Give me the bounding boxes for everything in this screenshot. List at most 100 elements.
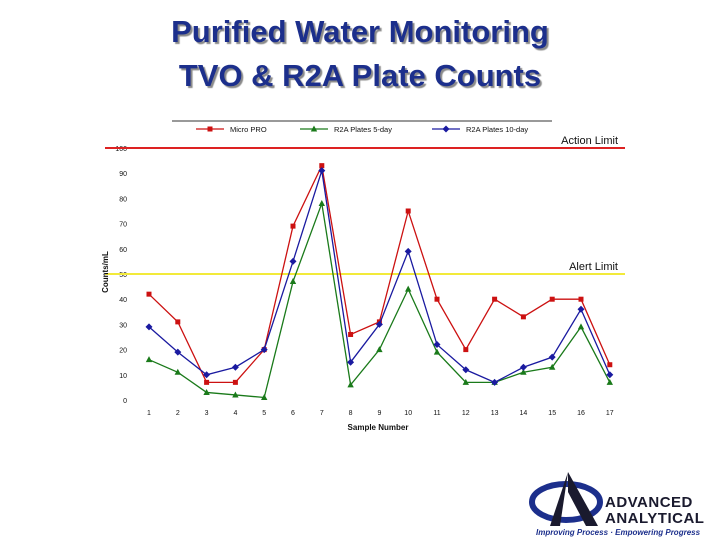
data-point <box>492 296 498 302</box>
x-tick-label: 11 <box>433 410 440 417</box>
data-point <box>260 346 268 354</box>
data-point <box>607 362 613 368</box>
data-point <box>549 296 555 302</box>
data-point <box>442 125 450 133</box>
legend-label: Micro PRO <box>230 125 267 134</box>
series-r2a-plates-5-day <box>145 199 613 400</box>
y-tick-label: 20 <box>119 348 127 355</box>
data-point <box>405 208 411 214</box>
data-point <box>375 320 383 328</box>
series-r2a-plates-10-day <box>145 167 614 386</box>
y-axis-label: Counts/mL <box>101 251 110 293</box>
y-tick-label: 50 <box>119 272 127 279</box>
x-tick-label: 1 <box>147 410 151 417</box>
y-tick-label: 100 <box>115 146 127 153</box>
y-tick-label: 0 <box>123 398 127 405</box>
limit-lines-layer: Action Limit Alert Limit <box>105 135 625 275</box>
advanced-analytical-logo: ADVANCED ANALYTICAL Improving Process · … <box>528 468 718 538</box>
data-point <box>318 167 326 175</box>
series-line <box>148 200 611 399</box>
x-tick-label: 8 <box>349 410 353 417</box>
data-point <box>310 125 318 132</box>
data-point <box>376 346 383 353</box>
data-point <box>145 323 153 331</box>
logo-name-line1: ADVANCED <box>605 494 693 511</box>
y-tick-label: 30 <box>119 322 127 329</box>
data-point <box>319 163 325 169</box>
logo-swoosh-icon <box>529 472 603 526</box>
data-point <box>433 341 441 349</box>
data-point <box>145 356 153 363</box>
data-point <box>175 319 181 325</box>
x-tick-label: 6 <box>291 410 295 417</box>
x-tick-label: 9 <box>377 410 381 417</box>
x-tick-label: 3 <box>205 410 209 417</box>
data-point <box>578 296 584 302</box>
limit-label: Action Limit <box>561 135 618 147</box>
data-point <box>318 199 325 206</box>
y-tick-label: 10 <box>119 373 127 380</box>
data-point <box>203 371 211 379</box>
data-point <box>520 314 526 320</box>
y-tick-label: 60 <box>119 247 127 254</box>
y-tick-label: 40 <box>119 297 127 304</box>
data-point <box>404 247 412 255</box>
data-point <box>174 368 181 375</box>
x-tick-label: 7 <box>320 410 324 417</box>
data-point <box>261 393 268 400</box>
data-point <box>290 223 296 229</box>
data-point <box>519 363 527 371</box>
y-tick-label: 80 <box>119 196 127 203</box>
logo-tagline: Improving Process · Empowering Progress <box>536 528 701 537</box>
data-point <box>520 368 527 375</box>
data-point <box>606 371 614 379</box>
x-tick-label: 10 <box>404 410 412 417</box>
x-tick-label: 16 <box>577 410 585 417</box>
data-point <box>289 278 297 285</box>
data-point <box>462 378 469 385</box>
slide-title-line1: Purified Water Monitoring <box>171 14 549 49</box>
data-point <box>231 363 239 371</box>
data-point <box>577 305 585 313</box>
x-axis-label: Sample Number <box>348 423 409 432</box>
data-point <box>463 347 469 353</box>
data-point <box>207 126 213 132</box>
data-point <box>146 291 152 297</box>
legend-layer: Micro PRO R2A Plates 5-day R2A Plates 10-d… <box>172 120 552 134</box>
data-point <box>548 353 556 361</box>
data-point <box>606 378 613 385</box>
data-point <box>549 363 556 370</box>
slide-title-line2: TVO & R2A Plate Counts <box>178 58 542 93</box>
x-tick-label: 15 <box>548 410 556 417</box>
data-point <box>347 358 355 366</box>
data-point <box>462 366 470 374</box>
data-point <box>348 331 354 337</box>
x-tick-label: 12 <box>462 410 470 417</box>
data-point <box>405 285 412 292</box>
x-tick-label: 5 <box>262 410 266 417</box>
legend-label: R2A Plates 10-day <box>466 125 528 134</box>
data-point <box>232 391 239 398</box>
y-tick-label: 90 <box>119 171 127 178</box>
data-point <box>232 379 238 385</box>
data-point <box>203 388 210 395</box>
logo-name-line2: ANALYTICAL <box>605 510 705 527</box>
data-point <box>289 257 297 265</box>
x-tick-label: 13 <box>491 410 499 417</box>
data-point <box>433 348 441 355</box>
legend-label: R2A Plates 5-day <box>334 125 392 134</box>
data-point <box>491 378 499 386</box>
x-tick-label: 14 <box>520 410 528 417</box>
data-point <box>434 296 440 302</box>
limit-label: Alert Limit <box>569 261 618 273</box>
x-tick-label: 2 <box>176 410 180 417</box>
y-tick-label: 70 <box>119 222 127 229</box>
data-point <box>577 323 585 330</box>
data-point <box>174 348 182 356</box>
data-point <box>204 379 210 385</box>
x-tick-label: 4 <box>233 410 237 417</box>
x-tick-label: 17 <box>606 410 614 417</box>
data-point <box>347 381 354 388</box>
